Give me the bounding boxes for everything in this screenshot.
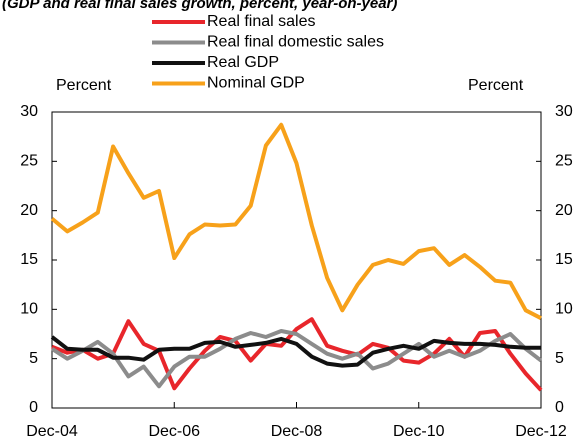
x-tick-label: Dec-10 xyxy=(393,423,445,440)
y2-tick-label: 0 xyxy=(555,399,564,416)
x-tick-label: Dec-06 xyxy=(148,423,200,440)
legend-label: Nominal GDP xyxy=(207,75,305,92)
y-tick-label: 0 xyxy=(29,399,38,416)
y-tick-label: 5 xyxy=(29,350,38,367)
y-tick-label: 25 xyxy=(20,153,38,170)
y2-axis-label: Percent xyxy=(468,77,524,94)
x-tick-label: Dec-04 xyxy=(26,423,78,440)
y2-tick-label: 20 xyxy=(555,202,573,219)
y2-tick-label: 10 xyxy=(555,301,573,318)
y-tick-label: 10 xyxy=(20,301,38,318)
y2-tick-label: 15 xyxy=(555,251,573,268)
y-axis-label: Percent xyxy=(56,77,112,94)
x-tick-label: Dec-08 xyxy=(271,423,323,440)
series-line xyxy=(50,122,542,320)
x-tick-label: Dec-12 xyxy=(515,423,567,440)
series-line xyxy=(51,317,543,392)
y2-tick-label: 30 xyxy=(555,103,573,120)
chart-title: (GDP and real final sales growth, percen… xyxy=(2,0,397,12)
plot-frame xyxy=(51,111,542,409)
y2-tick-label: 25 xyxy=(555,153,573,170)
series-line xyxy=(50,335,541,368)
y-tick-label: 20 xyxy=(20,202,38,219)
legend-label: Real final domestic sales xyxy=(207,34,384,51)
legend-label: Real final sales xyxy=(207,13,316,30)
y2-tick-label: 5 xyxy=(555,350,564,367)
y-tick-label: 30 xyxy=(20,103,38,120)
y-tick-label: 15 xyxy=(20,251,38,268)
legend-label: Real GDP xyxy=(207,54,279,71)
series-line xyxy=(50,329,543,389)
